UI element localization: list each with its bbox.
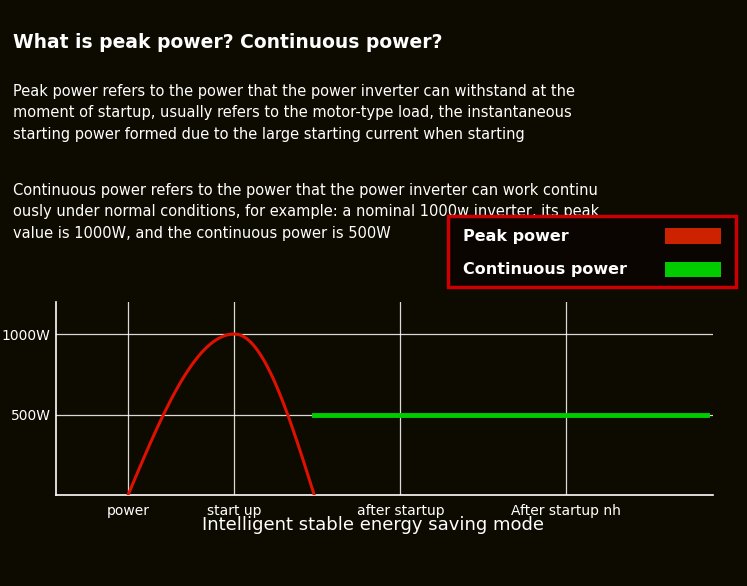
Text: Intelligent stable energy saving mode: Intelligent stable energy saving mode	[202, 516, 545, 534]
Text: Continuous power refers to the power that the power inverter can work continu
ou: Continuous power refers to the power tha…	[13, 183, 600, 241]
Bar	[665, 229, 721, 244]
Text: What is peak power? Continuous power?: What is peak power? Continuous power?	[13, 33, 443, 52]
Text: Peak power: Peak power	[463, 229, 569, 244]
Bar	[665, 261, 721, 277]
FancyBboxPatch shape	[448, 216, 736, 287]
Text: Peak power refers to the power that the power inverter can withstand at the
mome: Peak power refers to the power that the …	[13, 84, 575, 142]
Text: Continuous power: Continuous power	[463, 262, 627, 277]
